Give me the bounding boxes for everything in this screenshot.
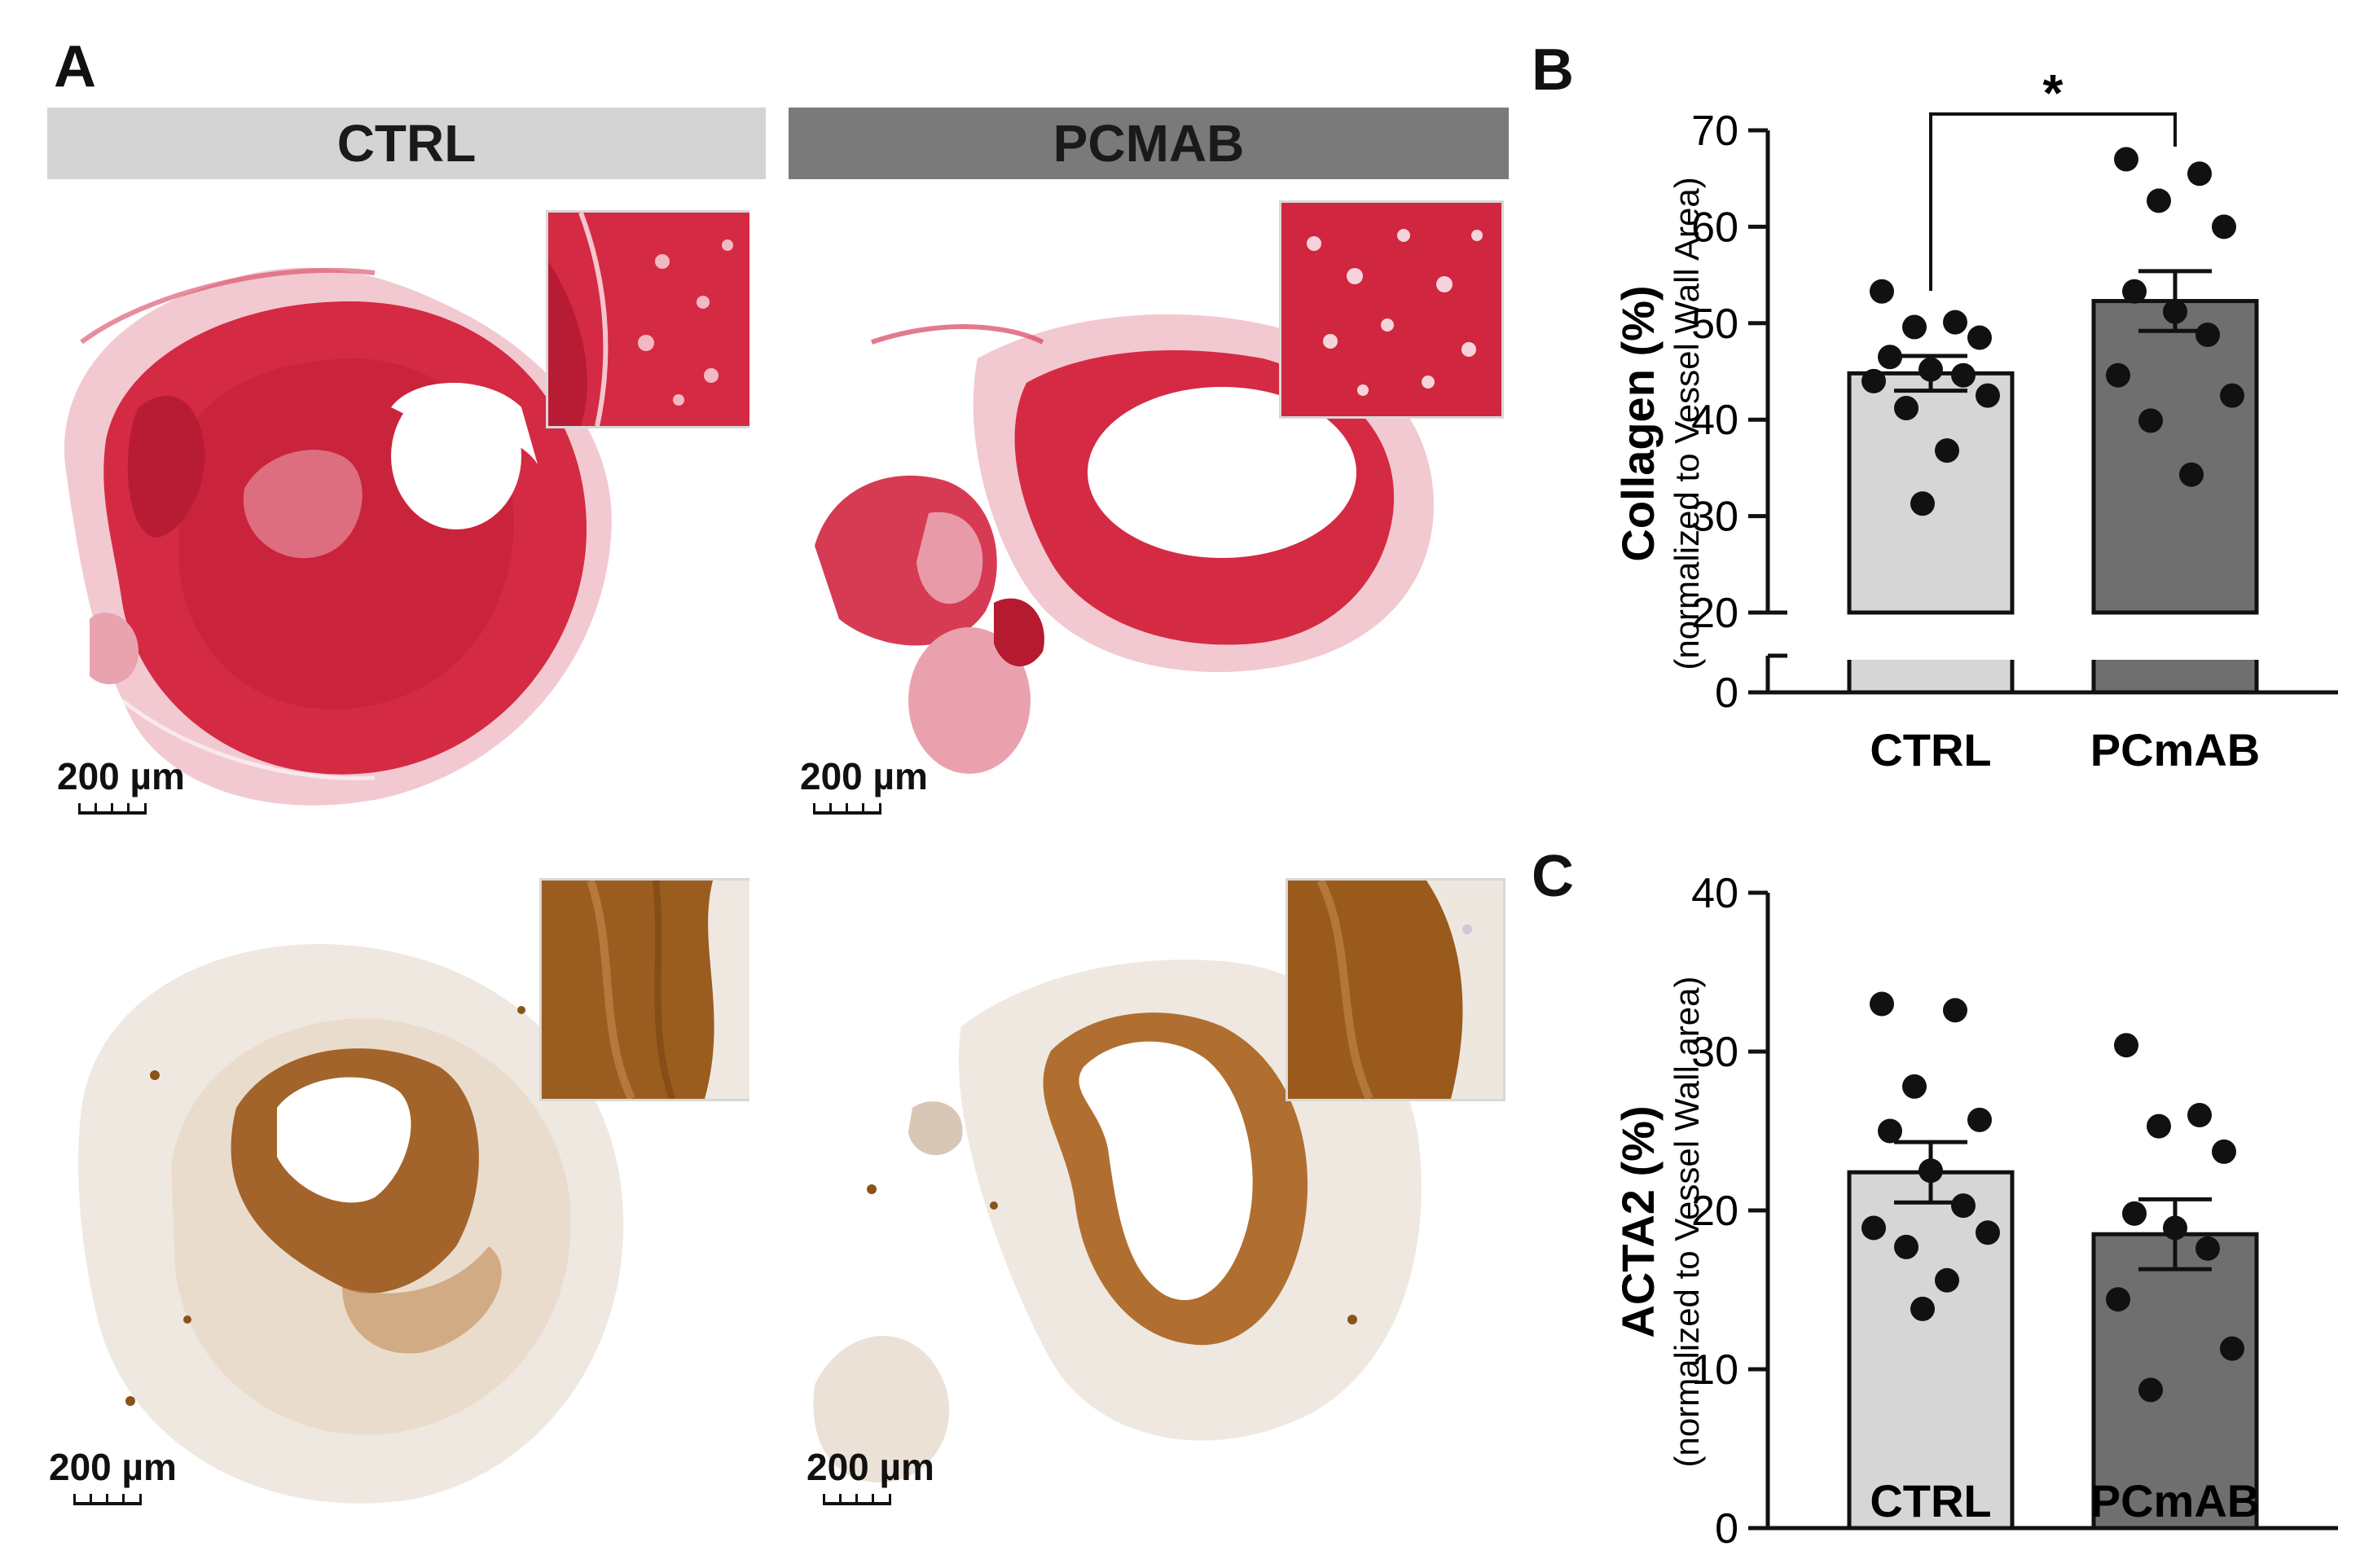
chart0-point-pcmab: [2147, 188, 2171, 213]
chart1-point-ctrl: [1861, 1215, 1886, 1241]
chart0-point-ctrl: [1943, 310, 1967, 335]
chart1-ytick-label: 20: [1691, 1188, 1738, 1235]
chart0-point-pcmab: [2187, 161, 2212, 187]
chart1-point-ctrl: [1918, 1158, 1943, 1184]
collagen-ctrl-inset: [546, 210, 749, 428]
ctrl-header: CTRL: [47, 108, 766, 179]
chart0-point-ctrl: [1918, 357, 1943, 382]
chart0-ytick-label: 20: [1691, 590, 1738, 637]
chart0-category-ctrl: CTRL: [1870, 724, 1991, 775]
acta2-pcmab-micrograph: 200 µm: [782, 863, 1515, 1531]
chart0-ytick-label: 40: [1691, 397, 1738, 444]
chart1-point-pcmab: [2163, 1215, 2187, 1241]
chart0-significance-star: *: [2043, 64, 2064, 122]
pcmab-header-label: PCMAB: [1053, 114, 1245, 173]
chart0-point-ctrl: [1902, 314, 1927, 340]
chart0-significance-bracket: [1929, 112, 2177, 292]
chart0-point-ctrl: [1878, 345, 1902, 370]
chart0-point-pcmab: [2122, 279, 2147, 304]
chart1-point-pcmab: [2122, 1201, 2147, 1226]
chart1-point-ctrl: [1943, 998, 1967, 1023]
chart1-point-ctrl: [1935, 1267, 1959, 1293]
scale-bar-acta2-ctrl: [73, 1489, 142, 1505]
chart1-ytick-label: 40: [1691, 870, 1738, 917]
ctrl-header-label: CTRL: [336, 114, 477, 173]
chart1-category-pcmab: PCmAB: [2090, 1475, 2260, 1526]
panel-label-a: A: [54, 34, 96, 99]
collagen-pcmab-micrograph: 200 µm: [782, 195, 1515, 831]
collagen-chart-svg: Collagen (%) (normalized to Vessel Wall A…: [1612, 64, 2338, 775]
chart0-ytick-label: 30: [1691, 494, 1738, 541]
scale-label-acta2-ctrl: 200 µm: [49, 1446, 177, 1488]
scale-label-acta2-pcmab: 200 µm: [807, 1446, 934, 1488]
chart1-point-ctrl: [1894, 1234, 1918, 1259]
scale-bar-collagen-pcmab: [813, 798, 881, 815]
acta2-pcmab-inset: [1286, 878, 1505, 1101]
chart0-point-pcmab: [2114, 147, 2138, 172]
chart0-point-pcmab: [2138, 408, 2163, 433]
scale-bar-collagen-ctrl: [78, 798, 147, 815]
scale-label-collagen-ctrl: 200 µm: [57, 755, 185, 797]
chart1-category-ctrl: CTRL: [1870, 1475, 1991, 1526]
scale-label-collagen-pcmab: 200 µm: [800, 755, 928, 797]
chart1-point-ctrl: [1902, 1074, 1927, 1099]
chart0-point-ctrl: [1870, 279, 1894, 304]
acta2-ctrl-inset: [539, 878, 749, 1101]
chart1-bar-pcmab: [2091, 1232, 2259, 1531]
chart1-point-pcmab: [2147, 1113, 2171, 1139]
chart1-ylabel-sub: (normalized to Vessel Wall area): [1668, 976, 1706, 1467]
acta2-chart-svg: ACTA2 (%) (normalized to Vessel Wall area…: [1612, 870, 2338, 1553]
chart1-ytick-label: 0: [1715, 1505, 1738, 1553]
panel-label-c: C: [1532, 844, 1574, 909]
chart0-ylabel-sub: (normalized to Vessel Wall Area): [1668, 177, 1706, 670]
chart0-point-pcmab: [2163, 299, 2187, 324]
chart0-point-ctrl: [1951, 362, 1976, 388]
chart1-point-ctrl: [1967, 1107, 1992, 1132]
pcmab-header: PCMAB: [789, 108, 1509, 179]
chart1-point-pcmab: [2212, 1139, 2236, 1164]
chart0-ytick-label: 60: [1691, 204, 1738, 251]
chart1-ylabel: ACTA2 (%): [1612, 1105, 1664, 1337]
chart0-point-pcmab: [2212, 214, 2236, 239]
chart1-point-pcmab: [2138, 1377, 2163, 1403]
chart0-point-ctrl: [1935, 438, 1959, 463]
chart1-point-ctrl: [1976, 1220, 2000, 1245]
panel-label-b: B: [1532, 37, 1574, 103]
chart0-ytick-label: 0: [1715, 670, 1738, 717]
chart0-bar-pcmab: [2091, 299, 2259, 615]
chart0-ytick-label: 70: [1691, 108, 1738, 155]
collagen-ctrl-micrograph: 200 µm: [33, 195, 749, 831]
chart1-point-pcmab: [2187, 1103, 2212, 1127]
scale-bar-acta2-pcmab: [823, 1489, 891, 1505]
collagen-chart: Collagen (%) (normalized to Vessel Wall A…: [1532, 64, 2354, 798]
chart1-point-ctrl: [1870, 991, 1894, 1017]
collagen-pcmab-inset: [1279, 200, 1504, 419]
chart0-bar-ctrl: [1847, 371, 2015, 615]
chart0-point-pcmab: [2179, 462, 2204, 487]
chart1-point-ctrl: [1878, 1118, 1902, 1144]
chart1-point-ctrl: [1951, 1193, 1976, 1219]
chart0-ylabel: Collagen (%): [1612, 285, 1664, 561]
chart0-point-ctrl: [1861, 368, 1886, 393]
chart0-point-ctrl: [1967, 325, 1992, 350]
chart0-category-pcmab: PCmAB: [2090, 724, 2260, 775]
chart1-ytick-label: 30: [1691, 1029, 1738, 1076]
chart0-bar-lower-pcmab: [2094, 660, 2257, 692]
chart1-ytick-label: 10: [1691, 1346, 1738, 1394]
chart1-point-pcmab: [2106, 1287, 2130, 1312]
chart0-bar-lower-ctrl: [1849, 660, 2012, 692]
chart1-point-pcmab: [2114, 1033, 2138, 1058]
chart0-point-ctrl: [1894, 395, 1918, 420]
chart0-point-pcmab: [2220, 383, 2244, 408]
acta2-chart: ACTA2 (%) (normalized to Vessel Wall area…: [1532, 847, 2354, 1564]
acta2-ctrl-micrograph: 200 µm: [33, 863, 749, 1531]
chart0-ytick-label: 50: [1691, 301, 1738, 348]
chart0-point-ctrl: [1910, 491, 1935, 516]
chart0-point-pcmab: [2195, 323, 2220, 348]
chart0-point-ctrl: [1976, 383, 2000, 408]
chart1-point-pcmab: [2195, 1236, 2220, 1261]
chart0-point-pcmab: [2106, 362, 2130, 388]
chart1-point-ctrl: [1910, 1296, 1935, 1321]
chart1-point-pcmab: [2220, 1336, 2244, 1361]
